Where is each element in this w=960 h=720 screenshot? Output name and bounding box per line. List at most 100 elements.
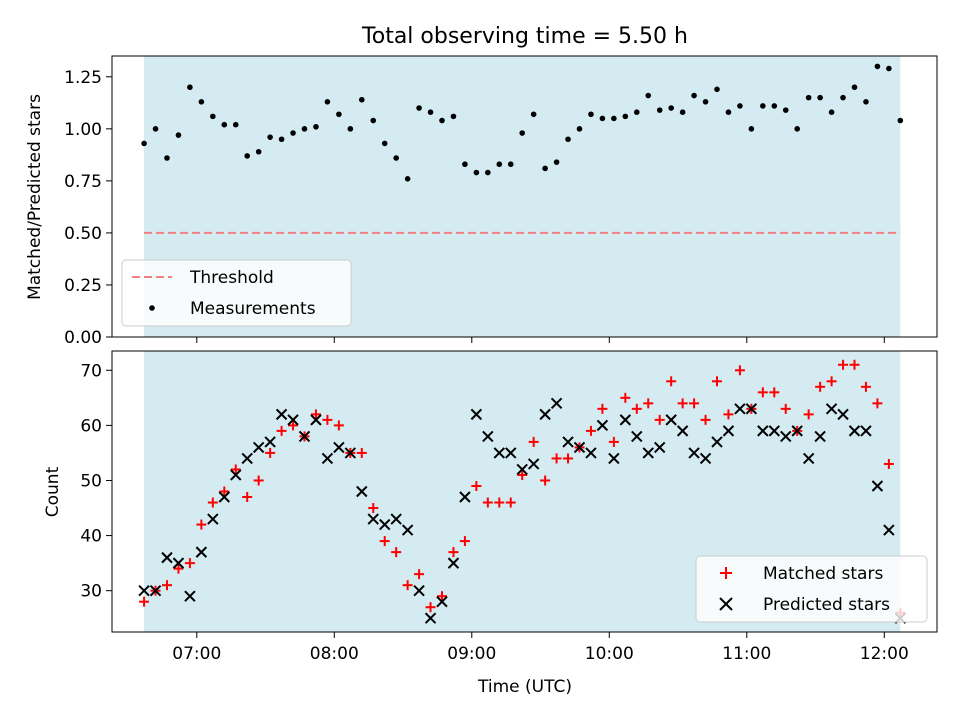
matched-star-point xyxy=(310,409,321,420)
count-x-tick-label: 07:00 xyxy=(172,644,221,664)
measurement-point xyxy=(370,117,377,124)
measurement-point xyxy=(771,103,778,109)
measurement-point xyxy=(152,126,159,132)
matched-stars-points xyxy=(139,359,906,618)
matched-star-point xyxy=(689,398,700,409)
count-x-ticks: 07:00 08:00 09:00 10:00 11:00 12:00 xyxy=(172,632,909,664)
measurement-point xyxy=(679,109,686,115)
count-x-tick-label: 10:00 xyxy=(585,644,634,664)
measurement-point xyxy=(290,130,296,136)
predicted-star-point xyxy=(654,441,666,454)
predicted-star-point xyxy=(230,469,242,481)
matched-star-point xyxy=(563,453,574,464)
predicted-star-point xyxy=(562,436,574,448)
predicted-stars-points xyxy=(138,397,907,624)
matched-star-point xyxy=(528,436,539,447)
ratio-y-tick-label: 0.50 xyxy=(64,224,102,244)
matched-star-point xyxy=(838,359,849,370)
matched-star-point xyxy=(712,376,722,387)
measurement-point xyxy=(611,115,617,122)
measurement-point xyxy=(737,103,743,109)
count-plot-frame xyxy=(111,350,938,633)
measurement-point xyxy=(588,111,594,118)
measurement-point xyxy=(485,169,491,176)
x-axis-label: Time (UTC) xyxy=(477,677,572,697)
measurement-point xyxy=(496,161,503,168)
predicted-star-point xyxy=(734,403,746,415)
predicted-star-point xyxy=(596,419,609,432)
measurement-point xyxy=(221,121,228,128)
count-y-tick-label: 40 xyxy=(80,527,102,547)
predicted-star-point xyxy=(608,452,620,465)
predicted-star-point xyxy=(550,397,563,410)
count-y-axis-label: Count xyxy=(43,466,63,517)
predicted-star-point xyxy=(218,491,230,503)
count-y-tick-label: 50 xyxy=(80,471,102,491)
predicted-star-point xyxy=(184,590,196,602)
measurement-point xyxy=(416,105,422,111)
matched-star-point xyxy=(402,580,413,591)
measurement-point xyxy=(313,123,319,130)
matched-star-point xyxy=(265,447,276,458)
predicted-star-point xyxy=(722,425,735,437)
matched-star-point xyxy=(471,480,482,491)
measurement-point xyxy=(164,155,170,161)
measurement-point xyxy=(828,109,835,115)
predicted-star-point xyxy=(413,584,425,597)
predicted-legend-label: Predicted stars xyxy=(763,595,890,615)
ratio-y-tick-label: 0.00 xyxy=(64,328,102,348)
matched-star-point xyxy=(322,414,333,425)
matched-star-point xyxy=(333,420,344,431)
predicted-star-point xyxy=(791,425,803,437)
ratio-y-tick-label: 1.25 xyxy=(64,68,102,88)
matched-star-point xyxy=(162,580,172,591)
count-x-tick-label: 08:00 xyxy=(310,644,359,664)
predicted-star-point xyxy=(310,414,322,426)
matched-star-point xyxy=(780,403,791,414)
predicted-star-point xyxy=(298,430,311,443)
predicted-star-point xyxy=(780,430,792,443)
predicted-star-point xyxy=(207,513,219,525)
matched-star-point xyxy=(860,381,871,392)
predicted-star-point xyxy=(883,524,895,536)
predicted-star-point xyxy=(539,408,551,421)
measurement-point xyxy=(668,105,674,111)
matched-star-point xyxy=(654,414,665,425)
predicted-star-point xyxy=(482,430,494,443)
matched-star-point xyxy=(677,398,688,409)
matched-star-point xyxy=(482,497,493,508)
measurement-point xyxy=(633,109,640,115)
predicted-star-point xyxy=(241,452,253,465)
matched-star-point xyxy=(757,387,768,398)
ratio-plot-frame xyxy=(111,55,938,338)
predicted-star-point xyxy=(493,447,505,459)
predicted-star-point xyxy=(527,458,540,470)
matched-star-point xyxy=(219,486,230,497)
predicted-star-point xyxy=(745,403,758,415)
measurement-point xyxy=(244,153,251,159)
ratio-y-tick-label: 0.75 xyxy=(64,172,102,192)
predicted-star-point xyxy=(436,595,448,608)
matched-star-point xyxy=(173,563,184,574)
predicted-star-point xyxy=(642,447,654,459)
measurement-point xyxy=(553,159,560,165)
measurement-point xyxy=(691,92,697,99)
predicted-star-point xyxy=(447,557,460,569)
measurement-point xyxy=(175,132,182,138)
measurement-point xyxy=(210,113,216,120)
measurement-point xyxy=(702,98,709,105)
measurement-point xyxy=(141,140,147,147)
count-y-tick-label: 70 xyxy=(80,361,102,381)
measurement-point xyxy=(358,96,365,103)
measurement-point xyxy=(393,155,399,161)
measurement-point xyxy=(725,109,732,115)
measurement-point xyxy=(439,117,445,124)
predicted-star-point xyxy=(768,425,780,437)
matched-legend-marker xyxy=(720,567,732,579)
ratio-points xyxy=(141,63,904,182)
measurement-point xyxy=(519,130,526,136)
matched-star-point xyxy=(734,365,745,376)
measurement-point xyxy=(599,115,606,122)
measurement-point xyxy=(782,107,789,113)
